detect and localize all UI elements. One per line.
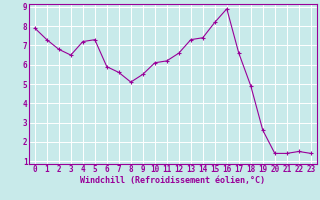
X-axis label: Windchill (Refroidissement éolien,°C): Windchill (Refroidissement éolien,°C) — [80, 176, 265, 185]
